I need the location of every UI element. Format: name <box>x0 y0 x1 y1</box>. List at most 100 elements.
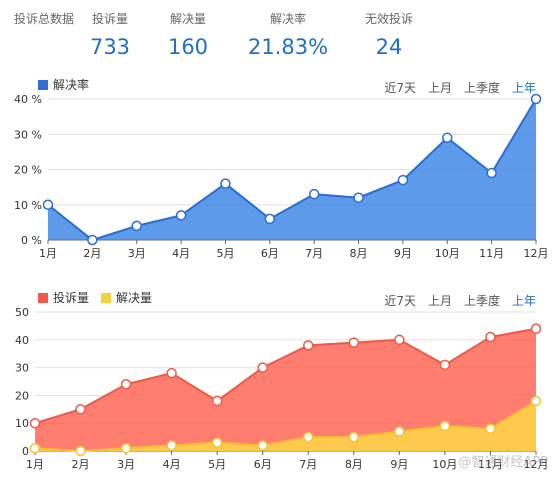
legend-swatch-complaints <box>38 292 48 303</box>
stat-resolved: 解决量 160 <box>158 0 218 59</box>
complaints-chart: 0 10 20 30 40 50 1月 2月 3月 4月 5月 6月 7月 8月 9月 10月 11月 12月 <box>15 306 549 471</box>
x-tick-label: 6月 <box>261 247 279 260</box>
point-complaints <box>75 404 86 415</box>
legend-item-resolved[interactable]: 解决量 <box>101 289 152 306</box>
y-tick-label: 10 <box>15 417 29 430</box>
stat-invalid: 无效投诉 24 <box>358 0 420 59</box>
point-complaints <box>394 334 405 346</box>
line-complaints <box>34 327 537 425</box>
point-resolved <box>166 440 177 451</box>
stat-resolved-label: 解决量 <box>169 12 206 26</box>
point-rate <box>530 93 542 105</box>
range-tab-last-year[interactable]: 上年 <box>511 81 536 95</box>
stat-complaints-label: 投诉量 <box>91 12 128 26</box>
point-resolved <box>348 431 360 443</box>
point-resolved <box>29 442 41 454</box>
x-tick-label: 4月 <box>163 458 181 471</box>
range-tab-last-month-2[interactable]: 上月 <box>427 294 452 308</box>
range-tab-7days[interactable]: 近7天 <box>384 81 416 95</box>
x-tick-label: 2月 <box>83 247 101 260</box>
range-tab-last-month[interactable]: 上月 <box>427 81 452 95</box>
line-rate <box>47 98 537 242</box>
point-complaints <box>530 323 542 334</box>
legend-swatch-resolved <box>101 292 112 303</box>
line-resolved <box>34 400 537 453</box>
x-tick-label: 4月 <box>172 247 190 260</box>
point-resolved <box>120 442 132 454</box>
stat-invalid-label: 无效投诉 <box>364 12 413 26</box>
point-resolved <box>485 423 496 435</box>
point-complaints <box>29 417 41 429</box>
x-tick-label: 9月 <box>390 458 408 471</box>
point-resolved <box>257 440 268 451</box>
y-tick-label: 40 <box>15 334 29 347</box>
x-tick-label: 8月 <box>345 458 363 471</box>
x-tick-label: 6月 <box>254 458 272 471</box>
legend-item-rate[interactable]: 解决率 <box>38 76 89 93</box>
y-tick-label: 30 % <box>14 128 42 141</box>
range-tab-7days-2[interactable]: 近7天 <box>384 294 416 308</box>
y-tick-label: 50 <box>15 306 29 319</box>
point-rate <box>353 192 364 203</box>
legend-swatch-rate <box>38 79 48 90</box>
x-tick-label: 10月 <box>432 458 457 471</box>
chart2-range-tabs: 近7天 上月 上季度 上年 <box>372 292 536 309</box>
point-resolved <box>530 395 542 407</box>
stat-invalid-value: 24 <box>375 35 403 59</box>
watermark: @智通财经APP <box>458 455 548 470</box>
point-complaints <box>348 337 360 348</box>
chart2-legend: 投诉量 解决量 <box>38 289 164 306</box>
point-rate <box>308 188 320 200</box>
point-rate <box>42 199 54 210</box>
area-rate <box>48 99 536 240</box>
stat-resolved-value: 160 <box>167 35 209 59</box>
legend-label-rate: 解决率 <box>53 78 90 92</box>
point-rate <box>486 167 497 179</box>
chart1-range-tabs: 近7天 上月 上季度 上年 <box>372 79 536 96</box>
legend-item-complaints[interactable]: 投诉量 <box>38 289 89 306</box>
area-complaints <box>35 328 536 451</box>
stat-total-label: 投诉总数据 <box>14 12 75 26</box>
stat-complaints: 投诉量 733 <box>80 0 140 59</box>
point-complaints <box>257 362 268 373</box>
point-rate <box>442 132 453 144</box>
chart1-legend: 解决率 <box>38 76 101 93</box>
x-tick-label: 12月 <box>524 247 549 260</box>
x-tick-label: 12月 <box>524 458 549 471</box>
point-resolved <box>211 437 223 448</box>
resolution-rate-chart: 0 % 10 % 20 % 30 % 40 % 1月 2月 3月 4月 5月 6月 7月 8月 9月 10月… <box>14 93 549 260</box>
point-rate <box>397 174 409 186</box>
stat-rate-label: 解决率 <box>269 12 306 26</box>
x-tick-label: 3月 <box>117 458 135 471</box>
point-rate <box>220 178 231 189</box>
x-tick-label: 7月 <box>305 247 323 260</box>
point-complaints <box>485 331 496 343</box>
stat-total: 投诉总数据 <box>14 0 75 27</box>
area-resolved <box>35 400 536 451</box>
y-tick-label: 0 % <box>21 234 42 247</box>
point-resolved <box>303 431 314 443</box>
point-rate <box>131 220 142 232</box>
x-tick-label: 8月 <box>350 247 368 260</box>
x-tick-label: 2月 <box>72 458 90 471</box>
y-tick-label: 0 <box>22 445 29 458</box>
range-tab-last-quarter-2[interactable]: 上季度 <box>463 294 500 308</box>
point-resolved <box>394 426 405 437</box>
y-tick-label: 10 % <box>14 199 42 212</box>
range-tab-last-year-2[interactable]: 上年 <box>511 294 536 308</box>
x-tick-label: 10月 <box>435 247 460 260</box>
y-tick-label: 20 <box>15 389 29 402</box>
point-resolved <box>439 420 451 432</box>
stat-rate: 解决率 21.83% <box>240 0 336 59</box>
x-tick-label: 1月 <box>39 247 57 260</box>
x-tick-label: 5月 <box>208 458 226 471</box>
stat-rate-value: 21.83% <box>247 35 329 59</box>
range-tab-last-quarter[interactable]: 上季度 <box>463 81 500 95</box>
x-tick-label: 9月 <box>394 247 412 260</box>
legend-label-resolved: 解决量 <box>116 291 153 305</box>
point-complaints <box>439 359 451 371</box>
point-rate <box>264 213 276 225</box>
legend-label-complaints: 投诉量 <box>53 291 90 305</box>
x-tick-label: 5月 <box>216 247 234 260</box>
y-tick-label: 40 % <box>14 93 42 106</box>
